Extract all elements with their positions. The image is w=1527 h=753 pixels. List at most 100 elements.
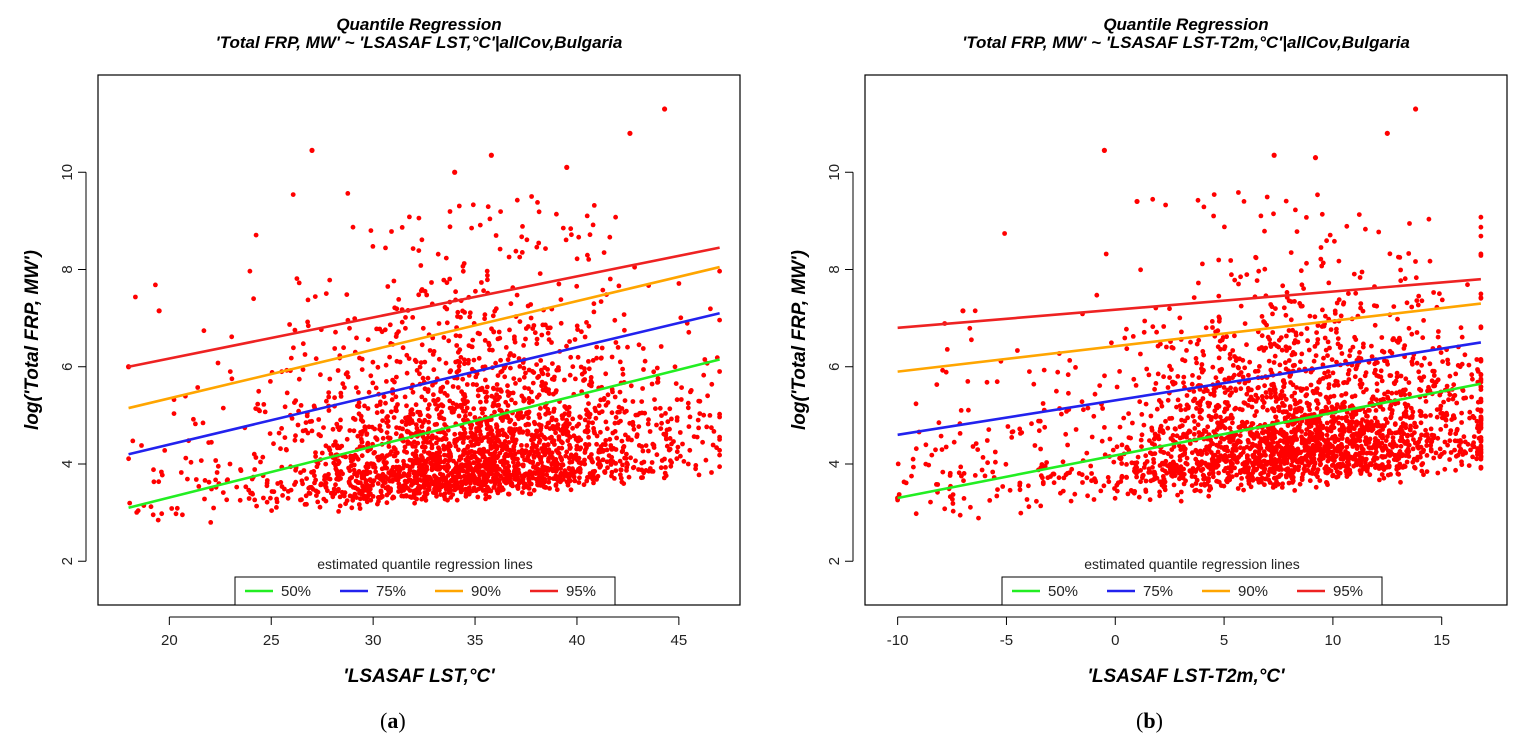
data-point: [1315, 323, 1321, 328]
data-point: [1238, 303, 1244, 309]
data-point: [1399, 428, 1405, 434]
data-point: [708, 306, 713, 312]
data-point: [1163, 202, 1168, 208]
data-point: [331, 442, 336, 448]
data-point: [1232, 354, 1237, 359]
data-point: [1427, 258, 1433, 264]
data-point: [1217, 338, 1223, 344]
data-point: [446, 473, 451, 478]
data-point: [206, 479, 212, 485]
data-point: [302, 502, 308, 507]
chart-title: Quantile Regression: [336, 15, 501, 34]
data-point: [641, 470, 647, 476]
data-point: [418, 453, 424, 458]
data-point: [526, 367, 532, 373]
data-point: [667, 436, 673, 441]
data-point: [1324, 238, 1329, 244]
data-point: [517, 377, 522, 383]
data-point: [1352, 393, 1358, 399]
data-point: [913, 401, 919, 407]
data-point: [1298, 268, 1304, 274]
data-point: [1210, 470, 1216, 476]
data-point: [493, 435, 498, 441]
data-point: [309, 469, 314, 475]
data-point: [516, 449, 522, 455]
data-point: [348, 483, 353, 488]
data-point: [283, 447, 289, 452]
data-point: [300, 341, 306, 347]
data-point: [441, 416, 447, 422]
data-point: [717, 411, 722, 417]
data-point: [669, 441, 674, 447]
data-point: [578, 445, 584, 451]
data-point: [364, 488, 369, 493]
data-point: [560, 425, 566, 431]
data-point: [1317, 478, 1323, 483]
regression-line-50pct: [128, 358, 720, 510]
data-point: [355, 433, 361, 439]
data-point: [677, 430, 683, 435]
data-point: [1412, 465, 1418, 471]
data-point: [1315, 337, 1321, 342]
data-point: [419, 478, 424, 483]
data-point: [1222, 409, 1227, 415]
data-point: [534, 429, 540, 435]
data-point: [468, 425, 474, 431]
data-point: [1237, 356, 1242, 362]
data-point: [1249, 404, 1255, 410]
data-point: [1292, 390, 1298, 396]
data-point: [399, 419, 405, 425]
data-point: [159, 469, 164, 475]
data-point: [513, 381, 518, 386]
data-point: [663, 473, 669, 479]
data-point: [1199, 468, 1204, 473]
data-point: [1279, 389, 1285, 394]
data-point: [317, 504, 323, 510]
data-point: [693, 463, 699, 468]
data-point: [380, 494, 385, 499]
data-point: [416, 292, 422, 298]
data-point: [1325, 397, 1331, 402]
data-point: [1478, 384, 1484, 390]
data-point: [1130, 420, 1135, 426]
data-point: [1091, 413, 1097, 419]
data-point: [183, 455, 189, 461]
data-point: [1230, 363, 1236, 368]
data-point: [468, 455, 474, 461]
data-point: [251, 296, 256, 302]
data-point: [519, 443, 524, 448]
data-point: [472, 454, 478, 460]
data-point: [1408, 405, 1414, 411]
data-point: [466, 490, 472, 496]
data-point: [512, 440, 518, 446]
data-point: [929, 452, 935, 458]
data-point: [686, 424, 692, 429]
data-point: [470, 337, 476, 343]
data-point: [563, 453, 569, 459]
data-point: [383, 245, 388, 251]
data-point: [678, 397, 684, 402]
data-point: [1332, 238, 1337, 244]
data-point: [1157, 493, 1163, 499]
data-point: [674, 449, 680, 455]
data-point: [514, 292, 520, 298]
data-point: [581, 482, 587, 488]
data-point: [1194, 341, 1200, 347]
data-point: [606, 453, 612, 458]
data-point: [574, 323, 580, 329]
data-point: [985, 460, 990, 466]
data-point: [1267, 387, 1273, 393]
data-point: [1224, 416, 1230, 422]
data-point: [389, 229, 394, 234]
data-point: [599, 345, 605, 351]
data-point: [366, 464, 371, 470]
data-point: [456, 363, 462, 369]
data-point: [551, 406, 557, 412]
data-point: [1089, 434, 1095, 440]
data-point: [436, 480, 442, 486]
data-point: [261, 495, 266, 501]
data-point: [375, 481, 381, 486]
data-point: [357, 355, 362, 361]
data-point: [521, 343, 526, 348]
data-point: [1374, 381, 1380, 387]
